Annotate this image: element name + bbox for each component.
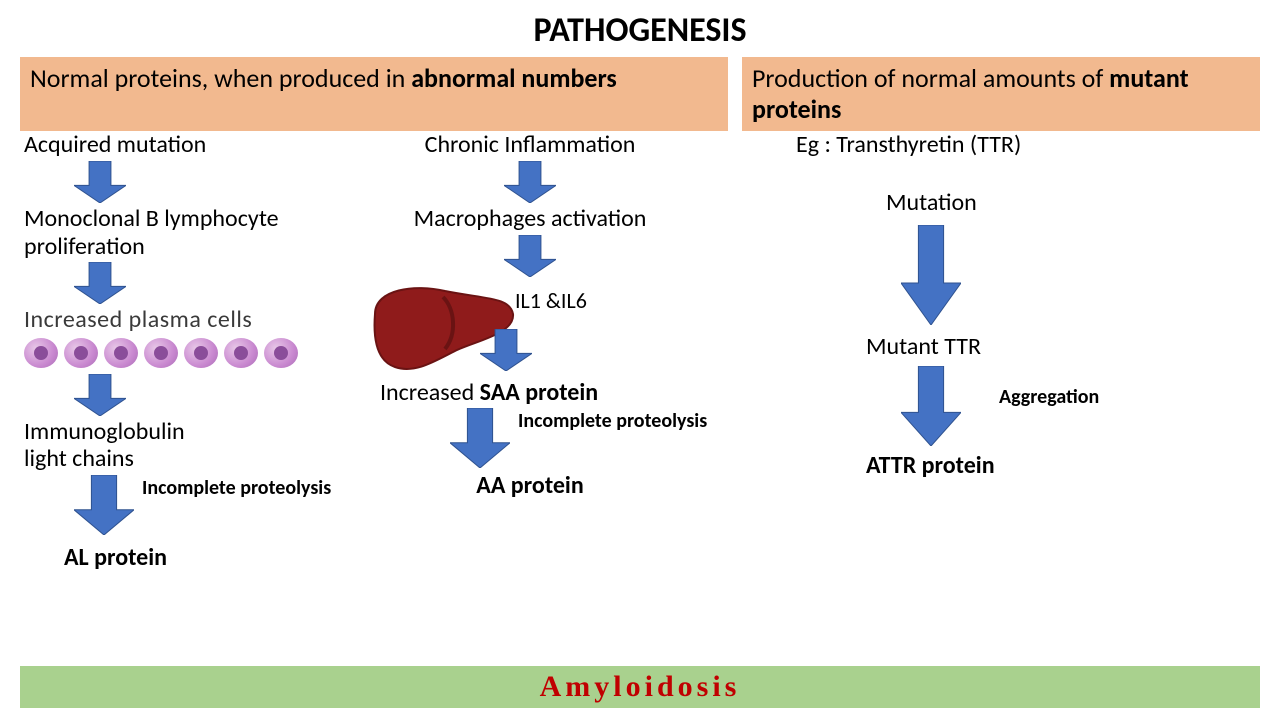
col2-step3-pre: Increased xyxy=(380,378,480,407)
col1-step4: Immunoglobulin light chains xyxy=(24,418,185,473)
col1-side-label: Incomplete proteolysis xyxy=(142,477,331,499)
plasma-cell-icon xyxy=(144,338,178,368)
col2-step3: Increased SAA protein xyxy=(350,379,710,407)
plasma-cell-icon xyxy=(264,338,298,368)
col2-step2: Macrophages activation xyxy=(350,205,710,233)
col1-step2: Monoclonal B lymphocyte proliferation xyxy=(24,205,344,260)
plasma-cell-icon xyxy=(184,338,218,368)
col2-final-row: Incomplete proteolysis xyxy=(350,408,710,468)
pathway-col-2: Chronic Inflammation Macrophages activat… xyxy=(350,131,710,501)
col3-step3: Mutant TTR xyxy=(756,333,1236,361)
col2-step3-bold: SAA protein xyxy=(480,378,598,407)
liver-region: IL1 &IL6 xyxy=(350,279,710,379)
pathway-col-1: Acquired mutation Monoclonal B lymphocyt… xyxy=(24,131,344,573)
plasma-cells-row xyxy=(24,338,344,368)
col3-side-label: Aggregation xyxy=(999,386,1099,408)
col2-step1: Chronic Inflammation xyxy=(350,131,710,159)
col2-side-label: Incomplete proteolysis xyxy=(518,410,707,432)
col1-final-row: Incomplete proteolysis xyxy=(24,475,344,540)
header-left-pre: Normal proteins, when produced in xyxy=(30,62,411,94)
col2-arrow2 xyxy=(350,235,710,277)
col1-step4-row: Immunoglobulin light chains xyxy=(24,418,344,475)
page-title: PATHOGENESIS xyxy=(0,0,1280,57)
col3-step1: Eg : Transthyretin (TTR) xyxy=(756,131,1236,159)
il-label: IL1 &IL6 xyxy=(515,287,587,314)
col1-step1: Acquired mutation xyxy=(24,131,344,159)
col3-step2: Mutation xyxy=(756,189,1236,217)
col1-arrow1 xyxy=(24,161,344,203)
col3-final-row: Aggregation xyxy=(756,366,1236,446)
plasma-cell-icon xyxy=(224,338,258,368)
plasma-cell-icon xyxy=(24,338,58,368)
pathway-col-3: Eg : Transthyretin (TTR) Mutation Mutant… xyxy=(756,131,1236,481)
header-right: Production of normal amounts of mutant p… xyxy=(742,57,1260,131)
col1-arrow2 xyxy=(24,262,344,304)
col3-result: ATTR protein xyxy=(756,452,1236,480)
col1-step3: Increased plasma cells xyxy=(24,306,344,334)
plasma-cell-icon xyxy=(64,338,98,368)
header-left: Normal proteins, when produced in abnorm… xyxy=(20,57,728,131)
col3-arrow1 xyxy=(756,225,1236,325)
content-area: Acquired mutation Monoclonal B lymphocyt… xyxy=(0,131,1280,671)
col1-arrow3 xyxy=(24,374,344,416)
footer-banner: Amyloidosis xyxy=(20,666,1260,708)
plasma-cell-icon xyxy=(104,338,138,368)
col1-result: AL protein xyxy=(24,544,344,572)
col2-result: AA protein xyxy=(350,472,710,500)
header-row: Normal proteins, when produced in abnorm… xyxy=(0,57,1280,131)
header-left-bold: abnormal numbers xyxy=(411,62,617,94)
header-right-pre: Production of normal amounts of xyxy=(752,62,1109,94)
col2-arrow1 xyxy=(350,161,710,203)
